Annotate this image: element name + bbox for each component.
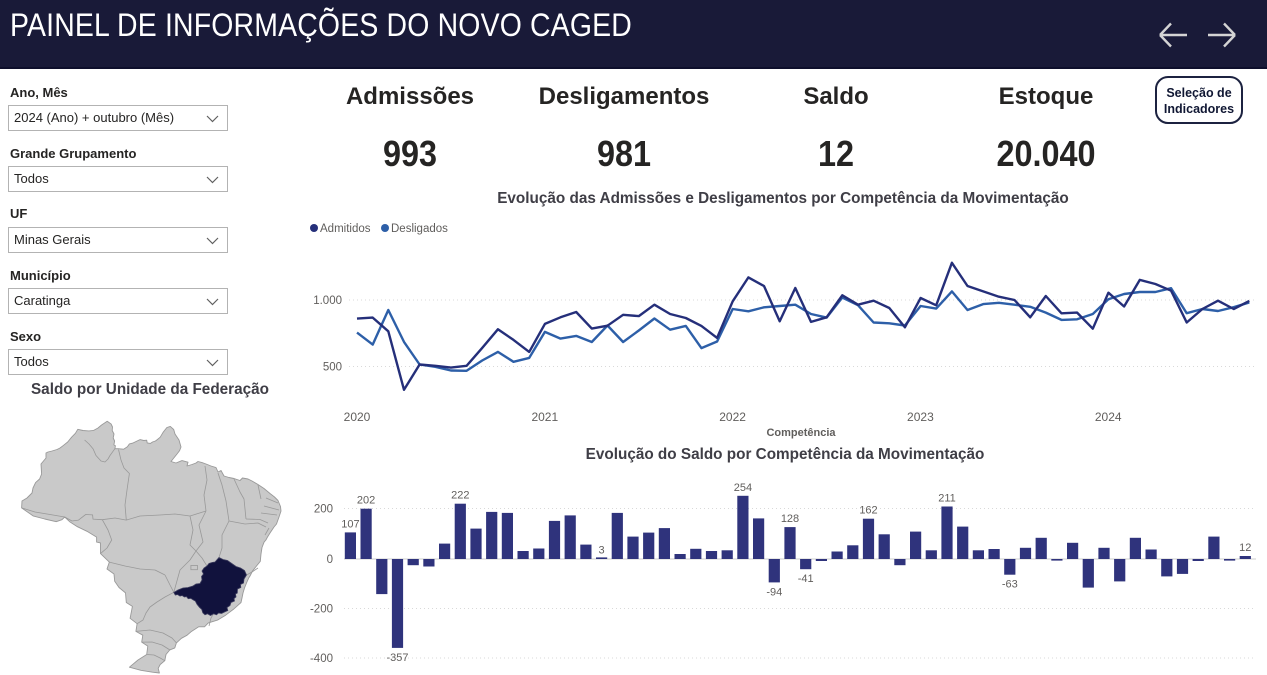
svg-text:162: 162 xyxy=(859,505,877,517)
svg-text:254: 254 xyxy=(734,482,752,494)
svg-text:2021: 2021 xyxy=(531,410,558,424)
svg-text:1.000: 1.000 xyxy=(313,295,342,307)
svg-text:Competência: Competência xyxy=(766,427,836,439)
svg-text:-94: -94 xyxy=(766,586,782,598)
svg-text:2023: 2023 xyxy=(907,410,934,424)
svg-text:0: 0 xyxy=(327,554,333,566)
svg-text:Admitidos: Admitidos xyxy=(320,223,371,235)
svg-text:2022: 2022 xyxy=(719,410,746,424)
svg-text:-200: -200 xyxy=(310,604,333,616)
svg-text:12: 12 xyxy=(1239,542,1251,554)
svg-text:222: 222 xyxy=(451,490,469,502)
svg-text:-400: -400 xyxy=(310,653,333,665)
svg-text:-63: -63 xyxy=(1002,579,1018,591)
svg-text:211: 211 xyxy=(938,493,956,505)
svg-text:-41: -41 xyxy=(798,573,814,585)
svg-text:107: 107 xyxy=(341,518,359,530)
svg-text:500: 500 xyxy=(323,362,342,374)
svg-text:2020: 2020 xyxy=(344,410,371,424)
svg-text:128: 128 xyxy=(781,513,799,525)
svg-text:200: 200 xyxy=(314,504,333,516)
svg-text:202: 202 xyxy=(357,495,375,507)
svg-text:-357: -357 xyxy=(386,652,408,664)
svg-text:3: 3 xyxy=(599,544,605,556)
svg-text:2024: 2024 xyxy=(1095,410,1122,424)
svg-text:Desligados: Desligados xyxy=(391,223,448,235)
